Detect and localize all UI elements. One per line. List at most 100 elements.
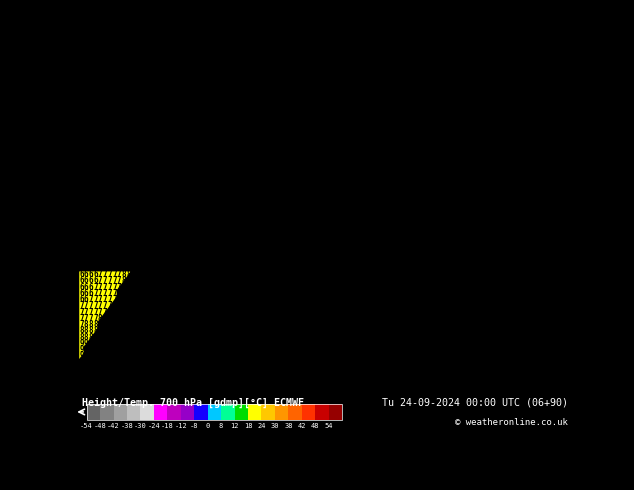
Text: 3: 3 [360,364,365,373]
Text: 7: 7 [318,351,323,360]
Text: Height/Temp. 700 hPa [gdmp][°C] ECMWF: Height/Temp. 700 hPa [gdmp][°C] ECMWF [82,398,304,408]
Text: 6: 6 [131,151,136,160]
Text: 0: 0 [524,276,529,285]
Text: 9: 9 [510,57,514,67]
Text: 3: 3 [126,176,131,185]
Text: 8: 8 [374,70,378,79]
Text: 7: 7 [482,201,486,210]
Text: 9: 9 [126,339,131,348]
Text: 6: 6 [486,301,491,310]
Text: 2: 2 [500,132,505,142]
Text: 7: 7 [219,270,224,279]
Text: 1: 1 [271,358,276,367]
Text: 6: 6 [346,289,351,298]
Text: 4: 4 [107,151,112,160]
Text: 9: 9 [201,251,205,260]
Text: 2: 2 [271,314,276,323]
Text: 7: 7 [84,70,89,79]
Text: 4: 4 [327,57,332,67]
Text: 3: 3 [416,145,421,154]
Text: 6: 6 [341,314,346,323]
Text: 4: 4 [378,164,384,173]
Text: 2: 2 [252,383,257,392]
Text: 8: 8 [145,264,150,273]
Text: 8: 8 [103,226,107,235]
Text: 8: 8 [458,189,463,198]
Text: 8: 8 [309,326,313,335]
Text: 6: 6 [356,283,360,292]
Text: 9: 9 [131,358,136,367]
Text: 1: 1 [486,145,491,154]
Text: 4: 4 [234,389,238,398]
Text: 2: 2 [252,195,257,204]
Text: 3: 3 [327,132,332,142]
Text: 9: 9 [514,308,519,317]
Text: 0: 0 [112,376,117,385]
Text: 4: 4 [197,195,201,204]
Text: 6: 6 [205,95,210,104]
Text: 8: 8 [295,383,299,392]
Text: 2: 2 [454,364,458,373]
Text: 6: 6 [313,195,318,204]
Text: 5: 5 [416,239,421,248]
Text: 8: 8 [425,189,430,198]
Text: 4: 4 [398,82,402,92]
Text: 9: 9 [533,364,538,373]
Text: 3: 3 [402,308,407,317]
Text: 4: 4 [84,126,89,135]
Text: 3: 3 [356,114,360,122]
Text: 9: 9 [510,182,514,192]
Text: 8: 8 [370,139,374,147]
Bar [248,404,261,420]
Text: 3: 3 [84,139,89,147]
Text: 4: 4 [454,295,458,304]
Text: 8: 8 [337,258,341,267]
Text: 2: 2 [538,314,543,323]
Text: 0: 0 [290,114,294,122]
Text: 7: 7 [243,157,248,167]
Text: 3: 3 [388,320,392,329]
Text: 3: 3 [547,320,552,329]
Text: 4: 4 [430,264,435,273]
Text: 0: 0 [454,157,458,167]
Text: 7: 7 [346,264,351,273]
Text: 8: 8 [197,276,201,285]
Text: 3: 3 [145,195,150,204]
Text: 8: 8 [486,182,491,192]
Text: 8: 8 [416,195,421,204]
Text: 4: 4 [341,358,346,367]
Text: 7: 7 [112,276,117,285]
Text: 3: 3 [79,126,84,135]
Text: 2: 2 [538,126,543,135]
Text: 0: 0 [121,95,126,104]
Text: 3: 3 [365,333,370,342]
Text: 9: 9 [159,358,164,367]
Text: 5: 5 [187,182,191,192]
Text: 4: 4 [500,389,505,398]
Text: 4: 4 [454,270,458,279]
Text: 8: 8 [182,383,187,392]
Text: 4: 4 [238,345,243,354]
Text: 8: 8 [454,176,458,185]
Text: 0: 0 [510,164,514,173]
Text: 1: 1 [309,164,313,173]
Text: 6: 6 [243,264,248,273]
Text: 6: 6 [210,345,215,354]
Text: 9: 9 [145,339,150,348]
Text: 8: 8 [168,308,173,317]
Text: 9: 9 [182,151,187,160]
Text: 3: 3 [561,114,566,122]
Text: 1: 1 [398,358,402,367]
Text: 5: 5 [421,233,425,242]
Text: 9: 9 [290,364,294,373]
Text: 2: 2 [271,339,276,348]
Text: 2: 2 [388,339,392,348]
Text: 4: 4 [557,333,561,342]
Text: 1: 1 [370,195,374,204]
Text: 3: 3 [346,383,351,392]
Text: 7: 7 [309,189,313,198]
Text: 8: 8 [210,264,215,273]
Text: 2: 2 [374,351,378,360]
Text: 3: 3 [337,57,341,67]
Text: 8: 8 [500,239,505,248]
